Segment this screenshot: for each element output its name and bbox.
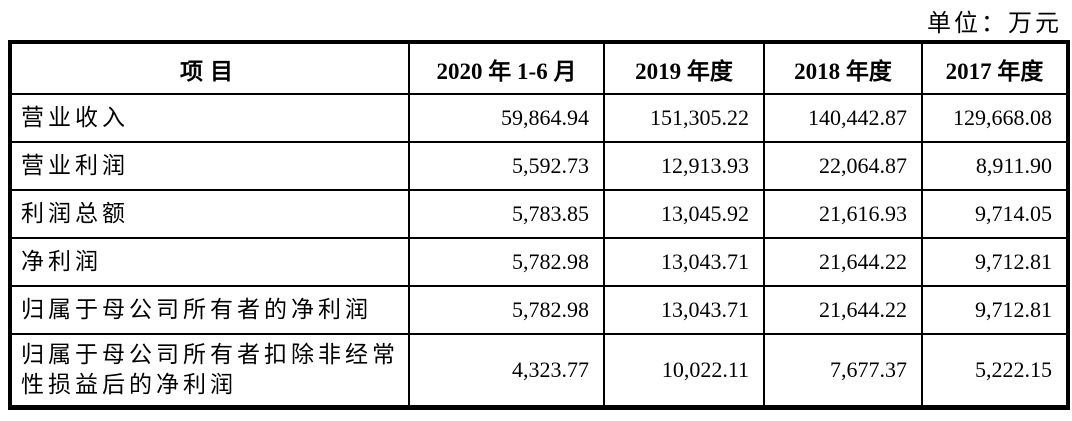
- table-row-net-profit-parent-excl-nonrecurring: 归属于母公司所有者扣除非经常性损益后的净利润 4,323.77 10,022.1…: [9, 333, 1069, 408]
- column-header-2018: 2018 年度: [763, 41, 923, 95]
- cell-value: 21,644.22: [763, 285, 923, 335]
- cell-value: 129,668.08: [921, 93, 1069, 143]
- row-label: 营业利润: [9, 141, 410, 191]
- cell-value: 21,616.93: [763, 189, 923, 239]
- row-label: 利润总额: [9, 189, 410, 239]
- header-row: 项目 2020 年 1-6 月 2019 年度 2018 年度 2017 年度: [9, 41, 1069, 95]
- cell-value: 5,782.98: [408, 237, 605, 287]
- cell-value: 5,222.15: [921, 333, 1069, 408]
- cell-value: 5,782.98: [408, 285, 605, 335]
- table-row-operating-revenue: 营业收入 59,864.94 151,305.22 140,442.87 129…: [9, 93, 1069, 143]
- cell-value: 21,644.22: [763, 237, 923, 287]
- cell-value: 22,064.87: [763, 141, 923, 191]
- table-row-operating-profit: 营业利润 5,592.73 12,913.93 22,064.87 8,911.…: [9, 141, 1069, 191]
- cell-value: 13,045.92: [603, 189, 765, 239]
- cell-value: 7,677.37: [763, 333, 923, 408]
- cell-value: 13,043.71: [603, 237, 765, 287]
- table-row-total-profit: 利润总额 5,783.85 13,045.92 21,616.93 9,714.…: [9, 189, 1069, 239]
- row-label: 净利润: [9, 237, 410, 287]
- cell-value: 9,712.81: [921, 237, 1069, 287]
- row-label: 归属于母公司所有者的净利润: [9, 285, 410, 335]
- cell-value: 4,323.77: [408, 333, 605, 408]
- column-header-2019: 2019 年度: [603, 41, 765, 95]
- cell-value: 13,043.71: [603, 285, 765, 335]
- column-header-2017: 2017 年度: [921, 41, 1069, 95]
- cell-value: 5,783.85: [408, 189, 605, 239]
- unit-note: 单位：万元: [927, 11, 1062, 37]
- cell-value: 9,712.81: [921, 285, 1069, 335]
- table-row-net-profit: 净利润 5,782.98 13,043.71 21,644.22 9,712.8…: [9, 237, 1069, 287]
- cell-value: 10,022.11: [603, 333, 765, 408]
- cell-value: 9,714.05: [921, 189, 1069, 239]
- cell-value: 59,864.94: [408, 93, 605, 143]
- table-row-net-profit-parent: 归属于母公司所有者的净利润 5,782.98 13,043.71 21,644.…: [9, 285, 1069, 335]
- column-header-item: 项目: [9, 41, 410, 95]
- column-header-2020-h1: 2020 年 1-6 月: [408, 41, 605, 95]
- row-label: 归属于母公司所有者扣除非经常性损益后的净利润: [9, 333, 410, 408]
- cell-value: 140,442.87: [763, 93, 923, 143]
- row-label: 营业收入: [9, 93, 410, 143]
- cell-value: 151,305.22: [603, 93, 765, 143]
- cell-value: 5,592.73: [408, 141, 605, 191]
- cell-value: 12,913.93: [603, 141, 765, 191]
- financial-summary-table: 项目 2020 年 1-6 月 2019 年度 2018 年度 2017 年度 …: [8, 40, 1070, 410]
- cell-value: 8,911.90: [921, 141, 1069, 191]
